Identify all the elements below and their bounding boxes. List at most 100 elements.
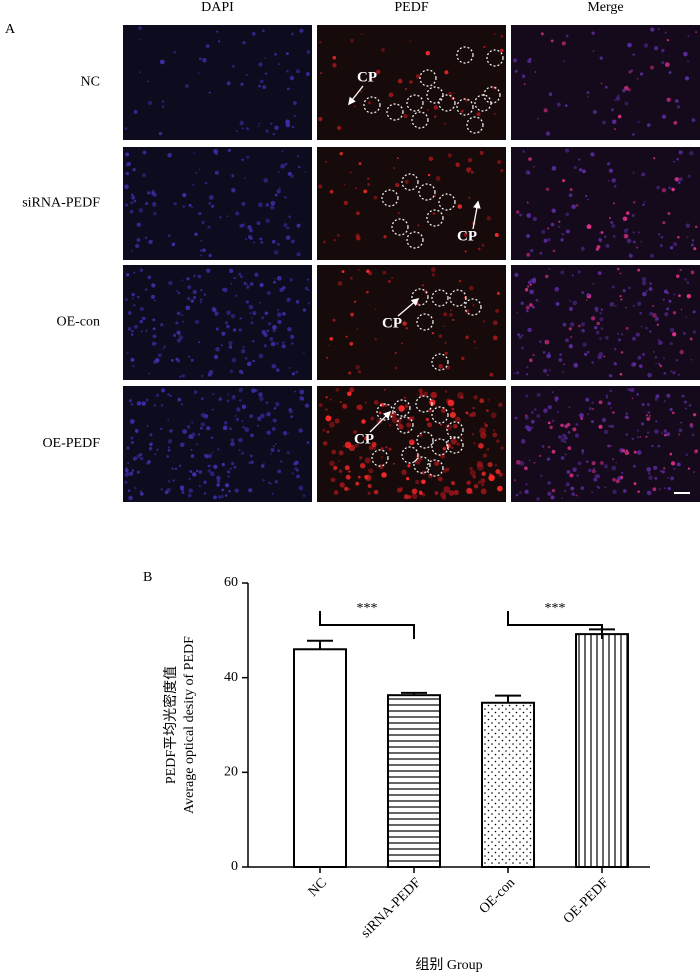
cell [139,268,144,272]
cell [490,412,497,419]
cell [463,232,468,237]
cell [418,388,424,394]
cell [480,478,486,484]
cell [641,281,647,286]
cell [611,178,616,183]
cell [608,216,611,219]
cell [256,424,259,427]
cell [693,449,698,454]
arrow [397,297,420,317]
cell [444,341,447,344]
cell [624,101,629,106]
cell [606,396,609,399]
cell [397,417,403,423]
cell [343,200,348,206]
cell [151,341,156,346]
cell [145,329,148,333]
cell [202,248,206,253]
cell [271,239,276,244]
cell [551,165,557,171]
cell [385,446,388,449]
cell [479,150,484,155]
cell [235,129,238,133]
cell [444,70,449,75]
cell [550,222,555,227]
cell [560,438,566,443]
cell [493,112,496,115]
cell [660,432,664,435]
cell [150,294,155,299]
cell [191,183,195,187]
cell [364,457,371,464]
cell [569,473,574,478]
cell [547,237,551,242]
cell [519,213,523,217]
cell [632,336,636,341]
cell [591,461,596,466]
cell [568,299,572,302]
cell [676,105,681,109]
cell [644,326,648,330]
cell [663,429,667,433]
cell [211,204,215,208]
cell [486,409,489,412]
cell [232,394,236,398]
cell [657,233,661,236]
cell [192,472,197,477]
cell [290,32,294,36]
bar [387,694,441,868]
cell [227,475,230,478]
cell [529,358,533,363]
cell [150,240,153,243]
cell [557,225,561,228]
cell [430,391,438,399]
cell [594,325,598,330]
cell [643,43,649,48]
cell [652,304,655,308]
cell [525,309,529,313]
cell [639,436,642,438]
cell [443,312,448,317]
cell [221,462,225,467]
cell [140,330,144,333]
highlight-circle [438,94,456,112]
cell [238,437,243,443]
cell [331,449,337,455]
cell [131,195,136,200]
cell [561,41,566,46]
cell [596,485,599,488]
cell [496,291,501,295]
cell [276,368,280,372]
cell [468,196,471,199]
highlight-circle [483,86,501,104]
cell [471,433,474,436]
cell [604,486,607,489]
cell [193,152,196,155]
cell [578,324,581,328]
cell [587,95,589,98]
cell [648,287,653,291]
cell [479,398,485,404]
cell [515,459,521,465]
cell [307,302,310,305]
cell [609,302,615,307]
cell [360,33,363,35]
significance-bracket [507,611,603,639]
cell [575,204,579,207]
cell [597,271,602,275]
cell [246,283,249,286]
cell [250,433,254,438]
cell [543,238,548,243]
cell [166,487,171,492]
cell [159,59,165,65]
cell [616,267,620,271]
cell [324,408,328,412]
highlight-circle [411,111,429,129]
cell [236,407,241,412]
cell [674,177,680,182]
cell [214,170,219,175]
cell [178,335,184,340]
cell [307,289,310,291]
cell [657,444,661,448]
cell [142,173,146,177]
